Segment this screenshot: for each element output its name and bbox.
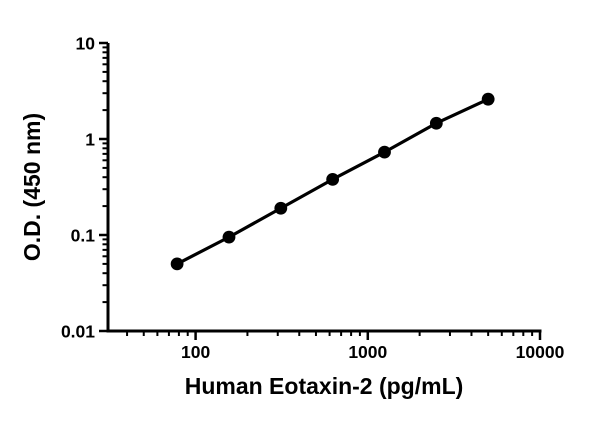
x-tick-label: 100 — [181, 342, 210, 362]
data-point-marker — [481, 92, 495, 106]
x-tick-label: 1000 — [348, 342, 387, 362]
data-point-marker — [429, 116, 443, 130]
data-point-marker — [170, 257, 184, 271]
x-axis-title: Human Eotaxin-2 (pg/mL) — [185, 373, 464, 399]
data-point-marker — [274, 201, 288, 215]
data-point-marker — [378, 145, 391, 159]
y-tick-label: 1 — [85, 130, 95, 150]
y-tick-label: 0.01 — [61, 322, 95, 342]
plot-area: 100 1000 10000 0.01 0.1 1 10 — [61, 34, 565, 363]
y-axis-title: O.D. (450 nm) — [19, 113, 45, 261]
data-point-marker — [326, 172, 340, 186]
y-tick-label: 0.1 — [71, 226, 96, 246]
y-tick-label: 10 — [76, 34, 96, 54]
x-tick-label: 10000 — [516, 342, 565, 362]
data-point-marker — [222, 230, 236, 244]
